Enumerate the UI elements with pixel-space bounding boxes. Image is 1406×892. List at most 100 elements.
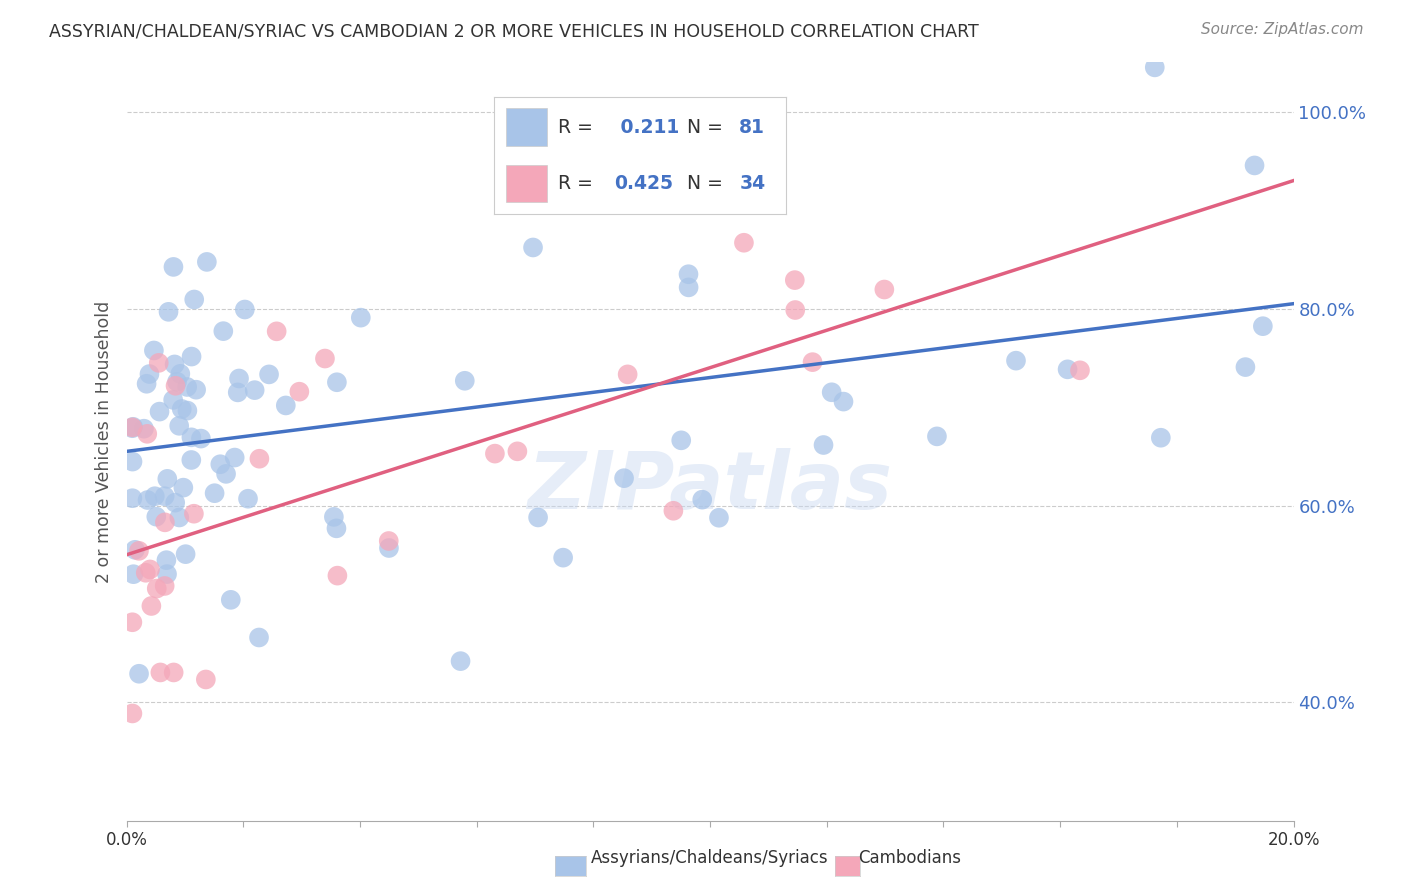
Point bbox=[155, 553, 177, 567]
Point bbox=[132, 422, 155, 436]
Point bbox=[671, 434, 693, 448]
Point bbox=[176, 403, 198, 417]
Point bbox=[121, 454, 143, 468]
Point bbox=[813, 438, 835, 452]
Point bbox=[1069, 363, 1091, 377]
Point bbox=[165, 378, 187, 392]
Point bbox=[141, 599, 163, 613]
Point bbox=[170, 401, 193, 416]
Point bbox=[454, 374, 477, 388]
Point bbox=[226, 385, 249, 400]
Point bbox=[153, 516, 176, 530]
Point bbox=[1143, 61, 1166, 75]
Point bbox=[183, 293, 205, 307]
Point bbox=[195, 255, 218, 269]
Point bbox=[613, 471, 636, 485]
Point bbox=[247, 451, 270, 466]
Point bbox=[1150, 431, 1173, 445]
Point bbox=[136, 493, 159, 508]
Point bbox=[194, 673, 217, 687]
Point bbox=[325, 521, 347, 535]
Point bbox=[156, 567, 179, 582]
Point bbox=[288, 384, 311, 399]
Point bbox=[1251, 319, 1274, 334]
Point bbox=[1234, 360, 1257, 375]
Point bbox=[124, 542, 146, 557]
Point bbox=[143, 489, 166, 503]
Point bbox=[484, 447, 506, 461]
Point bbox=[224, 450, 246, 465]
Point bbox=[314, 351, 336, 366]
Point bbox=[247, 631, 270, 645]
Point bbox=[450, 654, 472, 668]
Point bbox=[616, 368, 638, 382]
Text: Source: ZipAtlas.com: Source: ZipAtlas.com bbox=[1201, 22, 1364, 37]
Point bbox=[190, 432, 212, 446]
Point bbox=[136, 426, 159, 441]
Point bbox=[122, 419, 145, 434]
Point bbox=[821, 385, 844, 400]
Point bbox=[785, 303, 807, 318]
Point bbox=[162, 392, 184, 407]
Point bbox=[180, 453, 202, 467]
Point bbox=[135, 376, 157, 391]
Point bbox=[678, 267, 700, 281]
Point bbox=[707, 510, 730, 524]
Point bbox=[832, 394, 855, 409]
Point bbox=[662, 504, 685, 518]
Point bbox=[169, 510, 191, 524]
Point bbox=[153, 579, 176, 593]
Point bbox=[1243, 158, 1265, 172]
Point bbox=[149, 665, 172, 680]
Point bbox=[243, 383, 266, 397]
Point bbox=[873, 283, 896, 297]
Point bbox=[167, 418, 190, 433]
Point bbox=[553, 550, 575, 565]
Point bbox=[184, 383, 207, 397]
Point bbox=[266, 324, 288, 338]
Point bbox=[236, 491, 259, 506]
Point bbox=[157, 305, 180, 319]
Point bbox=[522, 240, 544, 254]
Point bbox=[678, 280, 700, 294]
Point bbox=[326, 376, 349, 390]
Point bbox=[172, 481, 194, 495]
Point bbox=[148, 404, 170, 418]
Point bbox=[180, 430, 202, 444]
Point bbox=[690, 492, 713, 507]
Text: Cambodians: Cambodians bbox=[858, 849, 960, 867]
Point bbox=[139, 562, 162, 576]
Point bbox=[378, 541, 401, 555]
Point bbox=[128, 544, 150, 558]
Point bbox=[145, 582, 167, 596]
Point bbox=[162, 260, 184, 274]
Point bbox=[121, 420, 143, 434]
Point bbox=[257, 368, 280, 382]
Point bbox=[121, 615, 143, 630]
Point bbox=[215, 467, 238, 481]
Point bbox=[148, 356, 170, 370]
Point bbox=[527, 510, 550, 524]
Point bbox=[169, 367, 191, 381]
Point bbox=[209, 457, 232, 471]
Point bbox=[156, 472, 179, 486]
Point bbox=[233, 302, 256, 317]
Text: ASSYRIAN/CHALDEAN/SYRIAC VS CAMBODIAN 2 OR MORE VEHICLES IN HOUSEHOLD CORRELATIO: ASSYRIAN/CHALDEAN/SYRIAC VS CAMBODIAN 2 … bbox=[49, 22, 979, 40]
Text: ZIPatlas: ZIPatlas bbox=[527, 448, 893, 526]
Point bbox=[142, 343, 165, 358]
Point bbox=[506, 444, 529, 458]
Point bbox=[138, 367, 160, 381]
Point bbox=[163, 358, 186, 372]
Point bbox=[135, 566, 157, 580]
Point bbox=[180, 350, 202, 364]
Point bbox=[350, 310, 373, 325]
Point bbox=[228, 371, 250, 385]
Point bbox=[121, 421, 143, 435]
Point bbox=[163, 665, 186, 680]
Point bbox=[1005, 353, 1028, 368]
Point bbox=[925, 429, 948, 443]
Point bbox=[763, 172, 786, 186]
Point bbox=[166, 375, 188, 389]
Point bbox=[326, 568, 349, 582]
Point bbox=[145, 509, 167, 524]
